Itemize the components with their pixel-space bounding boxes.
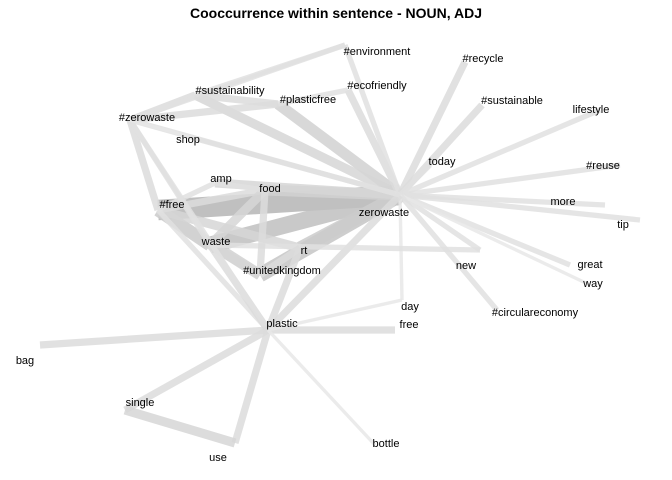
node-label-tip: tip [617,219,629,231]
edge-hash-free-amp [156,180,217,213]
edge-zerowaste-hash-reuse [399,162,621,198]
edge-hash-free-food [157,186,266,214]
edge-rt-plastic [264,246,304,332]
node-label-hash-reuse: #reuse [586,160,620,172]
node-label-hash-sustainable: #sustainable [481,95,543,107]
edge-hash-zerowaste-plastic [127,118,271,332]
edge-zerowaste-lifestyle [398,107,602,198]
chart-title: Cooccurrence within sentence - NOUN, ADJ [190,5,482,21]
node-label-plastic: plastic [266,318,298,330]
edge-food-amp [214,180,266,193]
edge-plastic-day [267,298,403,332]
edge-hash-zerowaste-hash-plasticfree [129,100,279,124]
edge-plastic-use [231,328,272,445]
edge-food-hash-unitedkingdom [256,189,269,276]
node-label-shop: shop [176,134,200,146]
node-label-hash-circulareconomy: #circulareconomy [492,307,579,319]
node-label-hash-zerowaste: #zerowaste [119,112,175,124]
node-label-food: food [259,183,280,195]
edge-waste-food [206,186,269,249]
edge-zerowaste-hash-plasticfree [274,99,404,200]
node-label-rt: rt [301,245,308,257]
edge-zerowaste-plastic [265,192,403,333]
node-label-waste: waste [201,236,231,248]
edge-plastic-bag [39,326,269,349]
edge-zerowaste-rt [296,189,404,254]
node-label-great: great [577,259,602,271]
node-label-today: today [429,156,456,168]
nodes-layer: zerowaste #environment #recycle #sustainabi… [16,46,629,464]
edge-zerowaste-hash-circulareconomy [397,193,500,312]
edge-waste-new [209,242,481,253]
node-label-single: single [126,397,155,409]
node-label-hash-ecofriendly: #ecofriendly [347,80,407,92]
edge-plastic-single [123,326,270,414]
node-label-hash-plasticfree: #plasticfree [280,94,336,106]
edges-layer [39,42,641,448]
node-label-hash-free: #free [159,199,184,211]
node-label-lifestyle: lifestyle [573,104,610,116]
node-label-hash-environment: #environment [344,46,411,58]
edge-hash-free-plastic [156,208,270,332]
node-label-bag: bag [16,355,34,367]
edge-zerowaste-new [398,192,482,253]
edge-hash-sustainability-hash-plasticfree [194,91,279,108]
edge-single-use [123,405,237,448]
node-label-hash-recycle: #recycle [463,53,504,65]
edge-rt-hash-unitedkingdom [257,245,303,278]
node-label-new: new [456,260,476,272]
edge-hash-zerowaste-shop [129,118,201,142]
edge-hash-sustainability-hash-environment [194,42,346,98]
edge-zerowaste-today [398,163,432,197]
node-label-way: way [582,278,603,290]
node-label-bottle: bottle [373,438,400,450]
node-label-hash-sustainability: #sustainability [195,85,265,97]
node-label-amp: amp [210,173,231,185]
edge-zerowaste-tip [399,192,641,223]
node-label-use: use [209,452,227,464]
edge-zerowaste-hash-environment [342,44,403,196]
edge-zerowaste-way [399,193,591,287]
node-label-day: day [401,301,419,313]
node-label-hash-unitedkingdom: #unitedkingdom [243,265,321,277]
node-label-zerowaste: zerowaste [359,207,409,219]
node-label-more: more [550,196,575,208]
edge-plastic-bottle [266,328,377,447]
edge-zerowaste-hash-recycle [396,60,469,197]
node-label-free: free [400,319,419,331]
edge-hash-free-hash-zerowaste [126,118,162,212]
edge-hash-plasticfree-hash-ecofriendly [277,87,349,107]
